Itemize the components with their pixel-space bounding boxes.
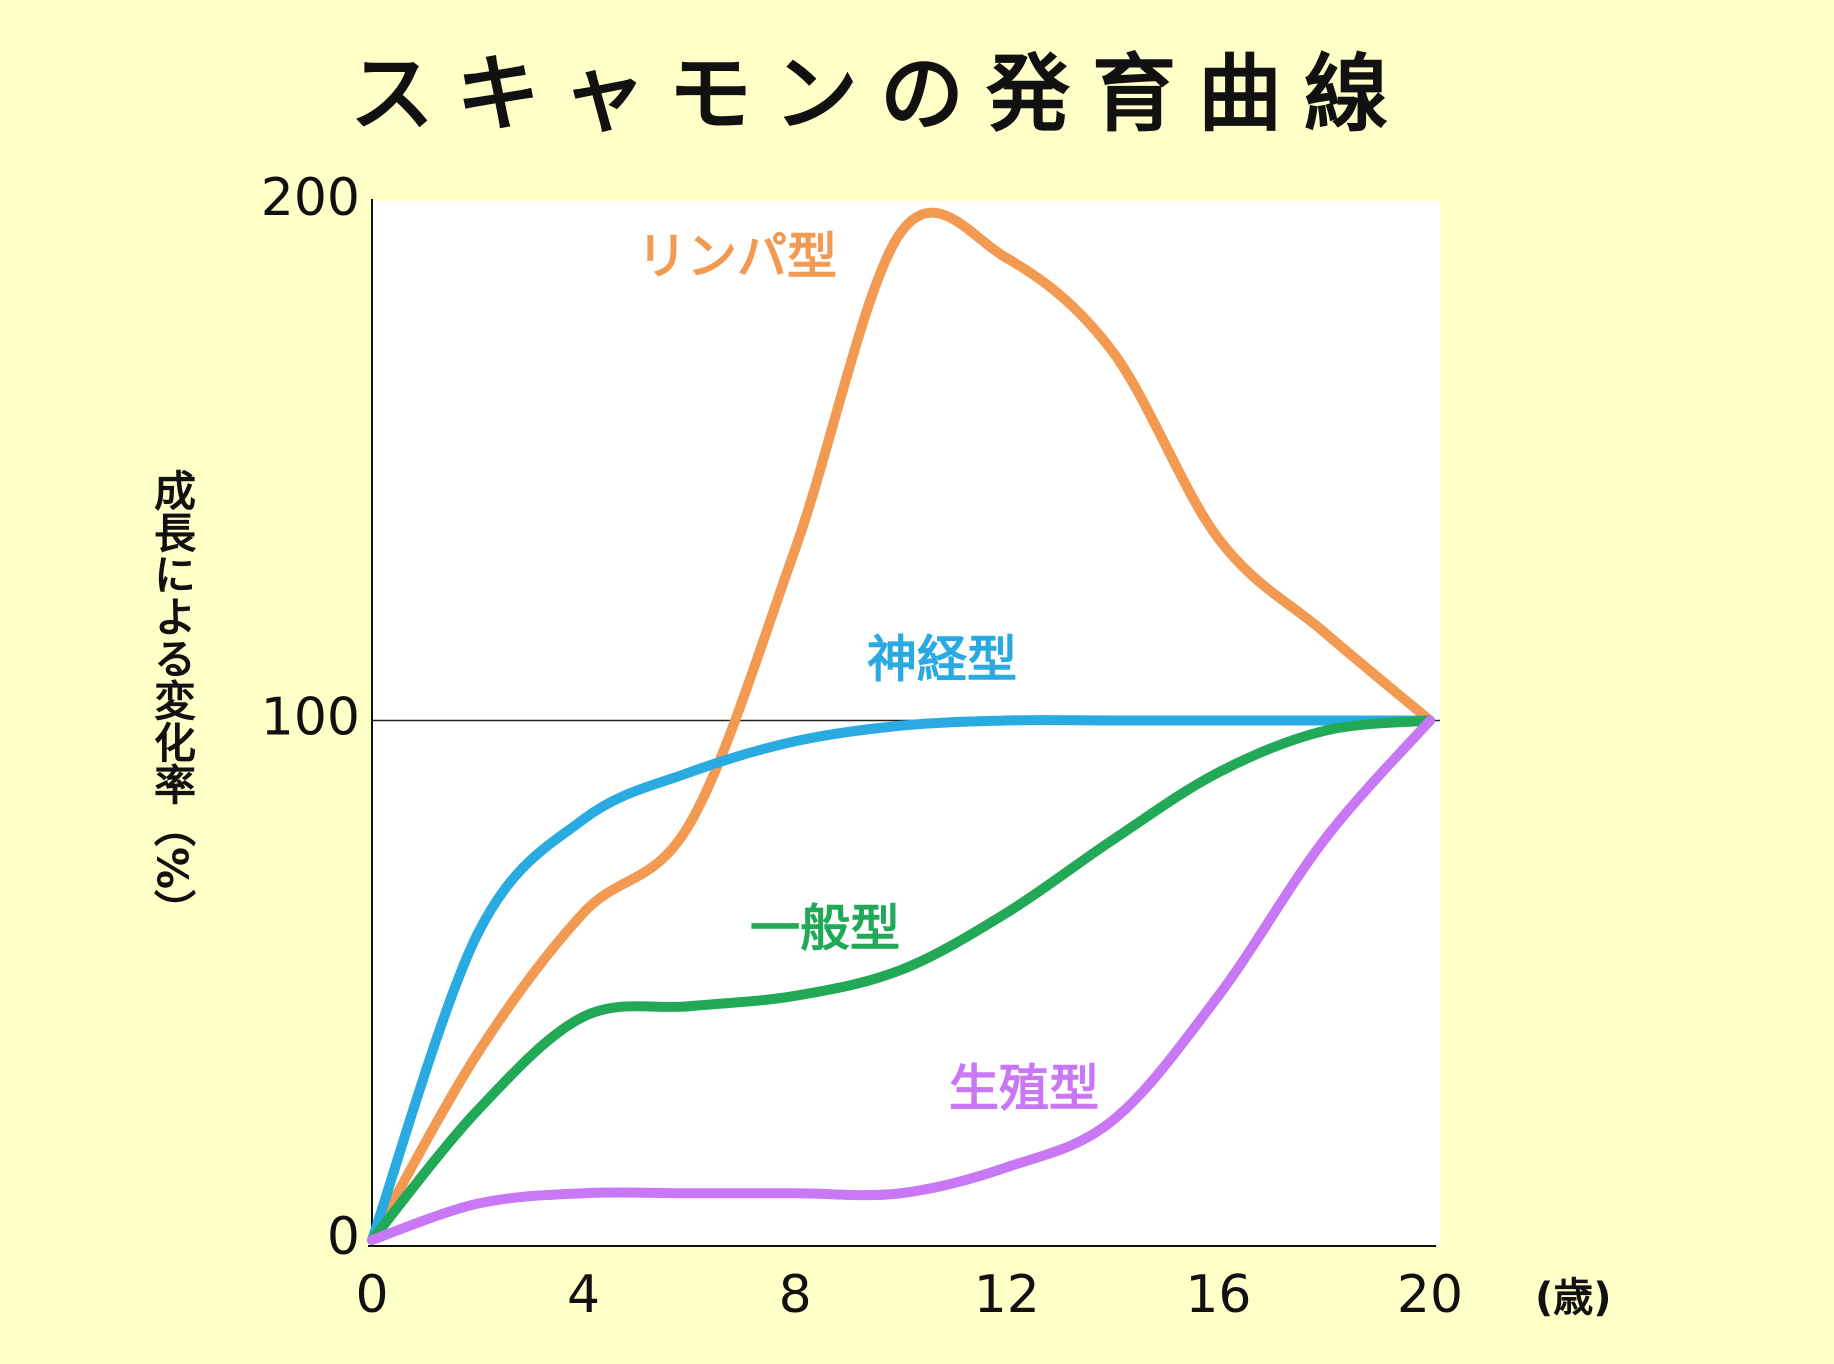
series-label: 神経型: [867, 631, 1017, 689]
series-label: 一般型: [750, 900, 900, 958]
y-axis-label: 成長による変化率（%）: [148, 469, 197, 931]
y-tick-label: 0: [327, 1207, 360, 1267]
chart-title: スキャモンの発育曲線: [350, 45, 1410, 143]
x-axis-label: (歳): [1535, 1275, 1612, 1321]
x-tick-label: 4: [567, 1265, 600, 1325]
x-tick-label: 0: [355, 1265, 388, 1325]
x-tick-label: 8: [779, 1265, 812, 1325]
series-line: [367, 715, 1435, 1245]
x-tick-label: 16: [1185, 1265, 1251, 1325]
series-line: [367, 715, 1435, 1245]
x-tick-label: 12: [974, 1265, 1040, 1325]
series-label: 生殖型: [949, 1060, 1099, 1118]
x-tick-label: 20: [1397, 1265, 1463, 1325]
series-line: [367, 715, 1435, 1245]
y-tick-label: 100: [261, 688, 360, 748]
y-tick-label: 200: [261, 168, 360, 228]
series-line: [367, 207, 1435, 1245]
series-label: リンパ型: [637, 228, 837, 286]
